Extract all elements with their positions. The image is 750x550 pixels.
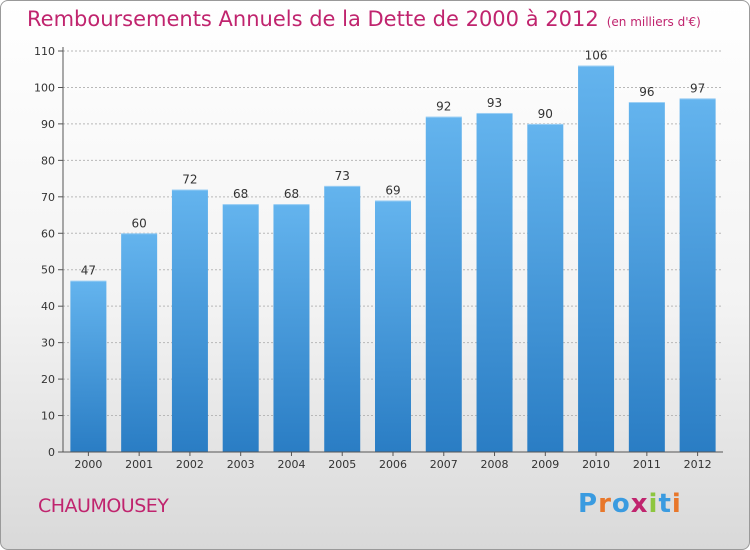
x-tick-label: 2011 (633, 458, 661, 471)
bar (527, 123, 564, 452)
logo-letter: x (630, 489, 649, 519)
bar (679, 98, 716, 453)
bar-value-label: 106 (585, 49, 608, 63)
bar-value-label: 60 (132, 216, 147, 230)
x-tick-label: 2007 (430, 458, 458, 471)
logo-letter: i (671, 489, 682, 519)
chart-title-unit: (en milliers d'€) (606, 15, 701, 29)
bar (273, 204, 310, 452)
y-tick-label: 50 (41, 264, 55, 277)
y-tick-label: 70 (41, 191, 55, 204)
logo-letter: P (578, 489, 599, 519)
x-tick-label: 2001 (125, 458, 153, 471)
x-tick-label: 2005 (328, 458, 356, 471)
bar (425, 116, 462, 453)
bar (121, 233, 158, 452)
bar-value-label: 69 (385, 183, 400, 197)
logo-letter: i (648, 489, 659, 519)
x-tick-label: 2008 (481, 458, 509, 471)
bar-value-label: 93 (487, 96, 502, 110)
x-tick-label: 2012 (684, 458, 712, 471)
x-tick-label: 2006 (379, 458, 407, 471)
logo-letter: t (658, 489, 672, 519)
y-tick-label: 40 (41, 300, 55, 313)
x-tick-label: 2003 (227, 458, 255, 471)
y-tick-label: 90 (41, 118, 55, 131)
x-tick-label: 2009 (531, 458, 559, 471)
bar-value-label: 96 (639, 85, 654, 99)
y-tick-label: 100 (34, 81, 55, 94)
y-tick-label: 10 (41, 410, 55, 423)
y-tick-label: 80 (41, 154, 55, 167)
commune-name: CHAUMOUSEY (38, 495, 169, 517)
bar-value-label: 73 (335, 169, 350, 183)
x-tick-label: 2000 (74, 458, 102, 471)
bar (70, 280, 107, 452)
bar-value-label: 97 (690, 81, 705, 95)
y-tick-label: 0 (48, 446, 55, 459)
bar (222, 204, 259, 452)
chart-title-main: Remboursements Annuels de la Dette de 20… (27, 7, 599, 31)
x-tick-label: 2010 (582, 458, 610, 471)
bar-value-label: 92 (436, 100, 451, 114)
proxiti-logo: Proxiti (578, 489, 682, 519)
logo-letter: r (598, 489, 612, 519)
bar (578, 65, 615, 452)
bar (375, 200, 411, 452)
bar (171, 189, 208, 452)
bar (628, 102, 665, 452)
x-tick-label: 2004 (277, 458, 305, 471)
chart-title: Remboursements Annuels de la Dette de 20… (27, 7, 701, 31)
bar-value-label: 68 (233, 187, 248, 201)
bar-value-label: 72 (182, 173, 197, 187)
bar-value-label: 68 (284, 187, 299, 201)
y-tick-label: 20 (41, 373, 55, 386)
bar-value-label: 90 (538, 107, 553, 121)
y-tick-label: 110 (34, 45, 55, 58)
bar (476, 112, 513, 453)
bar (324, 185, 361, 452)
logo-letter: o (611, 489, 631, 519)
bar-value-label: 47 (81, 264, 96, 278)
y-tick-label: 60 (41, 227, 55, 240)
y-tick-label: 30 (41, 337, 55, 350)
x-tick-label: 2002 (176, 458, 204, 471)
